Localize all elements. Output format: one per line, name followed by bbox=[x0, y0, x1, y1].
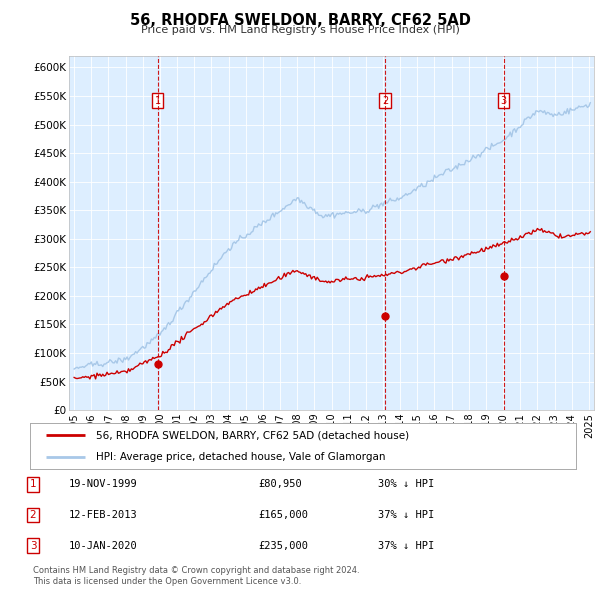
Text: 1: 1 bbox=[155, 96, 161, 106]
Text: 2: 2 bbox=[382, 96, 388, 106]
Text: 1: 1 bbox=[29, 480, 37, 489]
Text: £235,000: £235,000 bbox=[258, 541, 308, 550]
Text: 37% ↓ HPI: 37% ↓ HPI bbox=[378, 541, 434, 550]
Text: 10-JAN-2020: 10-JAN-2020 bbox=[69, 541, 138, 550]
Text: 30% ↓ HPI: 30% ↓ HPI bbox=[378, 480, 434, 489]
Text: 19-NOV-1999: 19-NOV-1999 bbox=[69, 480, 138, 489]
Text: HPI: Average price, detached house, Vale of Glamorgan: HPI: Average price, detached house, Vale… bbox=[95, 451, 385, 461]
Text: 2: 2 bbox=[29, 510, 37, 520]
Text: £165,000: £165,000 bbox=[258, 510, 308, 520]
Text: 37% ↓ HPI: 37% ↓ HPI bbox=[378, 510, 434, 520]
Text: 12-FEB-2013: 12-FEB-2013 bbox=[69, 510, 138, 520]
Text: Contains HM Land Registry data © Crown copyright and database right 2024.: Contains HM Land Registry data © Crown c… bbox=[33, 566, 359, 575]
Text: This data is licensed under the Open Government Licence v3.0.: This data is licensed under the Open Gov… bbox=[33, 577, 301, 586]
Text: £80,950: £80,950 bbox=[258, 480, 302, 489]
Text: Price paid vs. HM Land Registry's House Price Index (HPI): Price paid vs. HM Land Registry's House … bbox=[140, 25, 460, 35]
Text: 3: 3 bbox=[29, 541, 37, 550]
Text: 56, RHODFA SWELDON, BARRY, CF62 5AD (detached house): 56, RHODFA SWELDON, BARRY, CF62 5AD (det… bbox=[95, 431, 409, 441]
Text: 56, RHODFA SWELDON, BARRY, CF62 5AD: 56, RHODFA SWELDON, BARRY, CF62 5AD bbox=[130, 13, 470, 28]
Text: 3: 3 bbox=[500, 96, 506, 106]
